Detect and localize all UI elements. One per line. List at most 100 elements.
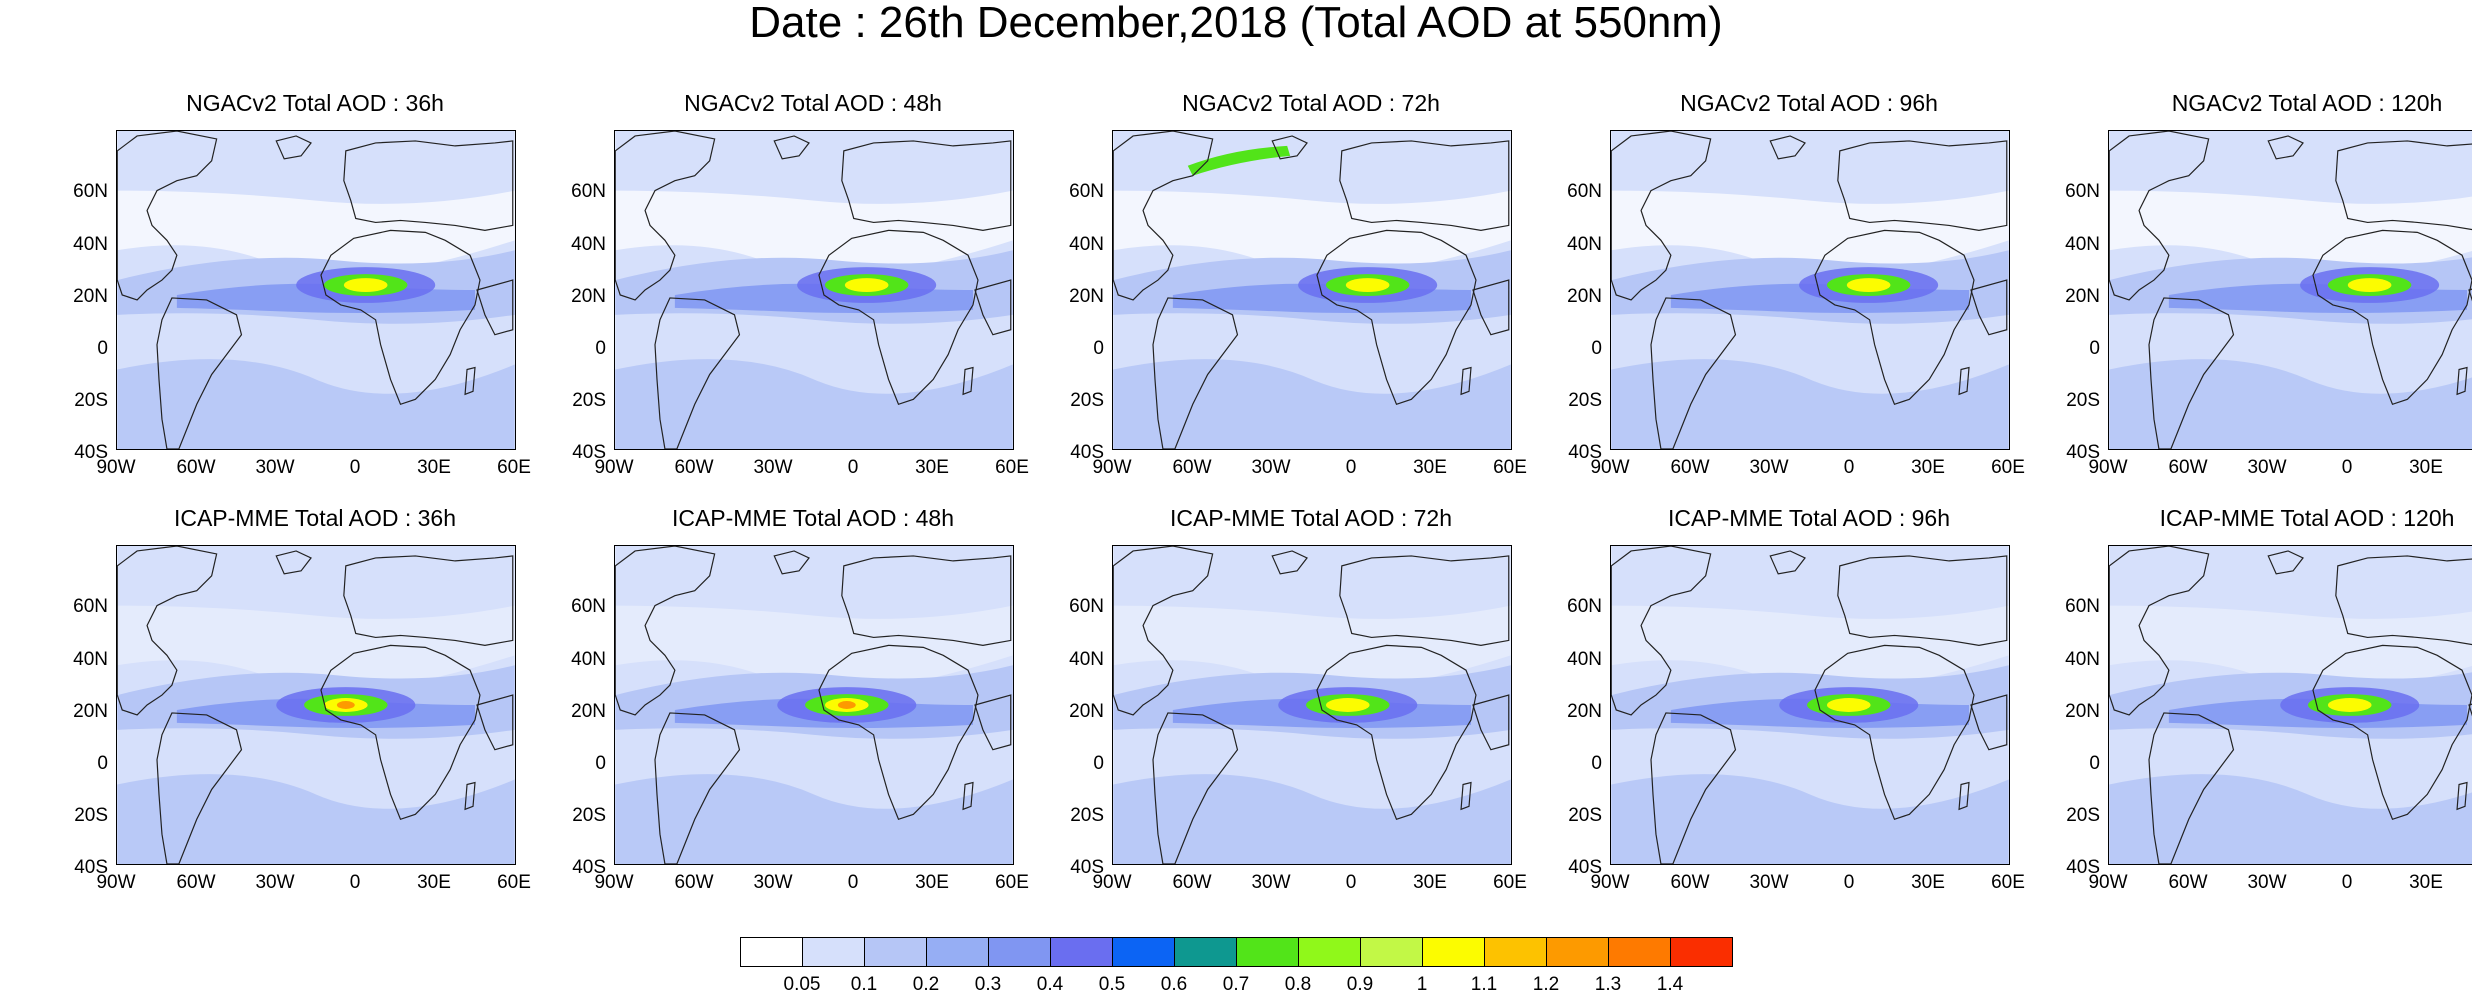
longitude-tick: 90W [2088, 457, 2128, 478]
colorbar-swatch [1236, 937, 1299, 967]
longitude-tick: 30W [1251, 457, 1291, 478]
latitude-tick: 60N [1069, 596, 1104, 617]
latitude-tick: 0 [595, 338, 606, 359]
colorbar-swatch [1670, 937, 1733, 967]
longitude-tick: 0 [1345, 872, 1357, 893]
longitude-tick: 90W [1590, 457, 1630, 478]
colorbar-swatch [864, 937, 927, 967]
latitude-tick: 20N [571, 701, 606, 722]
latitude-tick: 40S [1070, 857, 1104, 878]
panel-title: ICAP-MME Total AOD : 96h [1667, 505, 1951, 531]
colorbar-swatch [988, 937, 1051, 967]
longitude-tick: 60E [995, 872, 1029, 893]
aod-map [1112, 130, 1512, 450]
latitude-tick: 40N [2065, 234, 2100, 255]
map-panel: ICAP-MME Total AOD : 96h 60N 40N 20N 0 20S 40S… [1552, 505, 2052, 905]
longitude-tick: 60E [497, 872, 531, 893]
latitude-tick: 60N [1567, 596, 1602, 617]
map-panel: NGACv2 Total AOD : 36h 60N 40N 20N 0 20S 40S 90… [58, 90, 558, 490]
colorbar-label: 1.4 [1656, 974, 1684, 995]
latitude-tick: 60N [1567, 181, 1602, 202]
longitude-tick: 30E [417, 872, 451, 893]
colorbar-label: 0.6 [1160, 974, 1188, 995]
longitude-tick: 60W [2168, 872, 2208, 893]
colorbar-swatch [1050, 937, 1113, 967]
panel-title: ICAP-MME Total AOD : 36h [173, 505, 457, 531]
latitude-tick: 60N [2065, 181, 2100, 202]
colorbar-swatch [1608, 937, 1671, 967]
longitude-tick: 30W [1251, 872, 1291, 893]
colorbar-swatch [926, 937, 989, 967]
aod-map [614, 545, 1014, 865]
colorbar-label: 1 [1416, 974, 1428, 995]
map-panel: NGACv2 Total AOD : 48h 60N 40N 20N 0 20S 40S 90… [556, 90, 1056, 490]
latitude-tick: 0 [2089, 753, 2100, 774]
latitude-tick: 40N [73, 234, 108, 255]
colorbar-label: 1.1 [1470, 974, 1498, 995]
map-panel: NGACv2 Total AOD : 120h 60N 40N 20N 0 20S 40S 9… [2050, 90, 2472, 490]
colorbar-label: 0.3 [974, 974, 1002, 995]
longitude-tick: 90W [2088, 872, 2128, 893]
latitude-tick: 20N [1567, 701, 1602, 722]
latitude-tick: 60N [73, 596, 108, 617]
latitude-tick: 40S [74, 857, 108, 878]
longitude-tick: 0 [1843, 872, 1855, 893]
colorbar-swatch [1298, 937, 1361, 967]
latitude-tick: 40N [1069, 234, 1104, 255]
aod-map [2108, 545, 2472, 865]
aod-map [614, 130, 1014, 450]
longitude-tick: 30W [1749, 872, 1789, 893]
latitude-tick: 0 [595, 753, 606, 774]
longitude-tick: 0 [1345, 457, 1357, 478]
colorbar-swatch [802, 937, 865, 967]
longitude-tick: 30E [417, 457, 451, 478]
longitude-tick: 0 [2341, 457, 2353, 478]
longitude-tick: 60W [1172, 457, 1212, 478]
latitude-tick: 40S [2066, 857, 2100, 878]
longitude-tick: 30W [2247, 457, 2287, 478]
latitude-tick: 40N [1567, 649, 1602, 670]
longitude-tick: 60E [1493, 457, 1527, 478]
aod-map [116, 545, 516, 865]
colorbar-swatch [1112, 937, 1175, 967]
latitude-tick: 60N [571, 181, 606, 202]
colorbar-swatch [1422, 937, 1485, 967]
longitude-tick: 30W [1749, 457, 1789, 478]
colorbar-label: 1.3 [1594, 974, 1622, 995]
longitude-tick: 60W [2168, 457, 2208, 478]
longitude-tick: 30W [255, 457, 295, 478]
latitude-tick: 0 [1093, 753, 1104, 774]
latitude-tick: 20S [74, 390, 108, 411]
aod-map [1112, 545, 1512, 865]
latitude-tick: 60N [571, 596, 606, 617]
panel-title: NGACv2 Total AOD : 96h [1680, 90, 1938, 116]
latitude-tick: 40N [571, 649, 606, 670]
longitude-tick: 90W [96, 872, 136, 893]
latitude-tick: 40S [74, 442, 108, 463]
longitude-tick: 60W [1670, 872, 1710, 893]
panel-title: ICAP-MME Total AOD : 120h [2159, 505, 2455, 531]
colorbar-label: 0.8 [1284, 974, 1312, 995]
longitude-tick: 60W [176, 872, 216, 893]
latitude-tick: 40S [2066, 442, 2100, 463]
longitude-tick: 30E [1413, 872, 1447, 893]
longitude-tick: 30W [753, 457, 793, 478]
aod-map [1610, 130, 2010, 450]
panel-title: NGACv2 Total AOD : 48h [684, 90, 942, 116]
longitude-tick: 30W [255, 872, 295, 893]
colorbar-swatch [1546, 937, 1609, 967]
colorbar-label: 0.7 [1222, 974, 1250, 995]
latitude-tick: 40N [2065, 649, 2100, 670]
longitude-tick: 90W [1590, 872, 1630, 893]
latitude-tick: 0 [97, 753, 108, 774]
aod-map [2108, 130, 2472, 450]
latitude-tick: 40S [1070, 442, 1104, 463]
latitude-tick: 40S [1568, 857, 1602, 878]
longitude-tick: 90W [594, 872, 634, 893]
longitude-tick: 60W [1172, 872, 1212, 893]
latitude-tick: 20N [1567, 286, 1602, 307]
longitude-tick: 0 [1843, 457, 1855, 478]
longitude-tick: 30W [2247, 872, 2287, 893]
latitude-tick: 20S [2066, 805, 2100, 826]
latitude-tick: 20S [1070, 390, 1104, 411]
